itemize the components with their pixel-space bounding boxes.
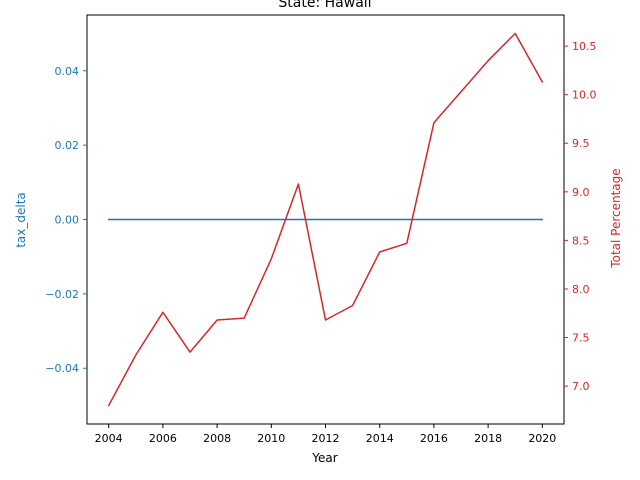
x-tick-label: 2018 <box>474 432 502 445</box>
y-right-tick-label: 10.0 <box>572 89 597 102</box>
x-tick-label: 2008 <box>203 432 231 445</box>
chart-title: State: Hawaii <box>278 0 371 11</box>
x-tick-label: 2006 <box>149 432 177 445</box>
y-right-tick-label: 7.5 <box>572 332 590 345</box>
x-tick-label: 2020 <box>528 432 556 445</box>
y-right-tick-label: 10.5 <box>572 40 597 53</box>
y-left-tick-label: 0.02 <box>55 139 80 152</box>
plot-area <box>107 32 544 407</box>
y-left-tick-label: 0.04 <box>55 65 80 78</box>
x-tick-label: 2016 <box>420 432 448 445</box>
x-axis-label: Year <box>311 451 337 465</box>
y-left-tick-label: −0.02 <box>45 288 79 301</box>
y-right-tick-label: 8.0 <box>572 283 590 296</box>
y-left-tick-label: 0.00 <box>55 214 80 227</box>
y-right-tick-label: 9.5 <box>572 137 590 150</box>
x-axis: 2004 2006 2008 2010 2012 2014 2016 2018 2020 <box>95 424 556 445</box>
y-axis-right-label: Total Percentage <box>609 168 623 268</box>
y-axis-left-label: tax_delta <box>14 192 28 248</box>
y-right-tick-label: 7.0 <box>572 380 590 393</box>
y-axis-right: 7.0 7.5 8.0 8.5 9.0 9.5 10.0 10.5 <box>564 40 597 393</box>
series-line-total-percentage <box>107 32 544 407</box>
y-left-tick-label: −0.04 <box>45 362 79 375</box>
x-tick-label: 2012 <box>312 432 340 445</box>
y-right-tick-label: 8.5 <box>572 234 590 247</box>
x-tick-label: 2004 <box>95 432 123 445</box>
y-axis-left: −0.04 −0.02 0.00 0.02 0.04 <box>45 65 87 375</box>
x-tick-label: 2010 <box>257 432 285 445</box>
x-tick-label: 2014 <box>366 432 394 445</box>
y-right-tick-label: 9.0 <box>572 186 590 199</box>
